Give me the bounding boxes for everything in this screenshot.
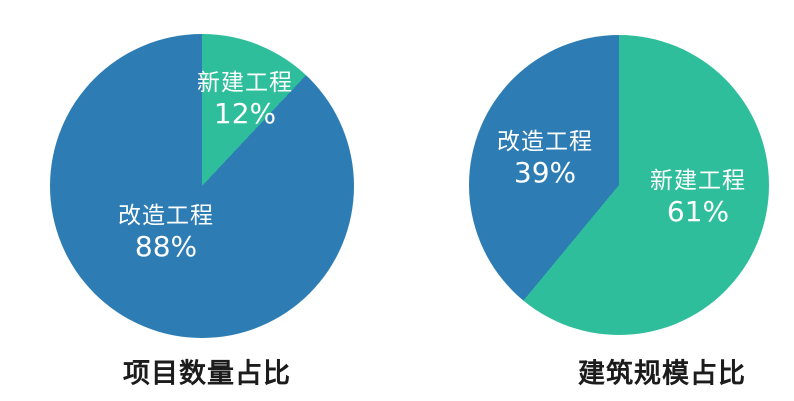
slice-label-text: 改造工程 [118,203,214,229]
slice-label-percent: 61% [666,195,730,228]
slice-label-new-construction: 新建工程 12% [197,69,293,129]
pie-project-count [50,34,354,338]
chart-title-building-scale: 建筑规模占比 [578,358,746,390]
slice-label-percent: 39% [513,156,577,189]
slice-label-percent: 88% [134,230,198,263]
chart-project-count-share: 新建工程 12% 改造工程 88% 项目数量占比 [50,34,354,390]
slice-label-text: 新建工程 [650,168,746,194]
slice-label-percent: 12% [213,97,277,130]
chart-title-project-count: 项目数量占比 [123,358,291,390]
chart-building-scale-share: 改造工程 39% 新建工程 61% 建筑规模占比 [397,0,794,401]
pie-building-scale [469,35,769,335]
slice-label-text: 改造工程 [497,129,593,155]
slice-label-renovation: 改造工程 39% [497,128,593,188]
slice-label-text: 新建工程 [197,70,293,96]
slice-label-new-construction: 新建工程 61% [650,167,746,227]
slice-label-renovation: 改造工程 88% [118,202,214,262]
